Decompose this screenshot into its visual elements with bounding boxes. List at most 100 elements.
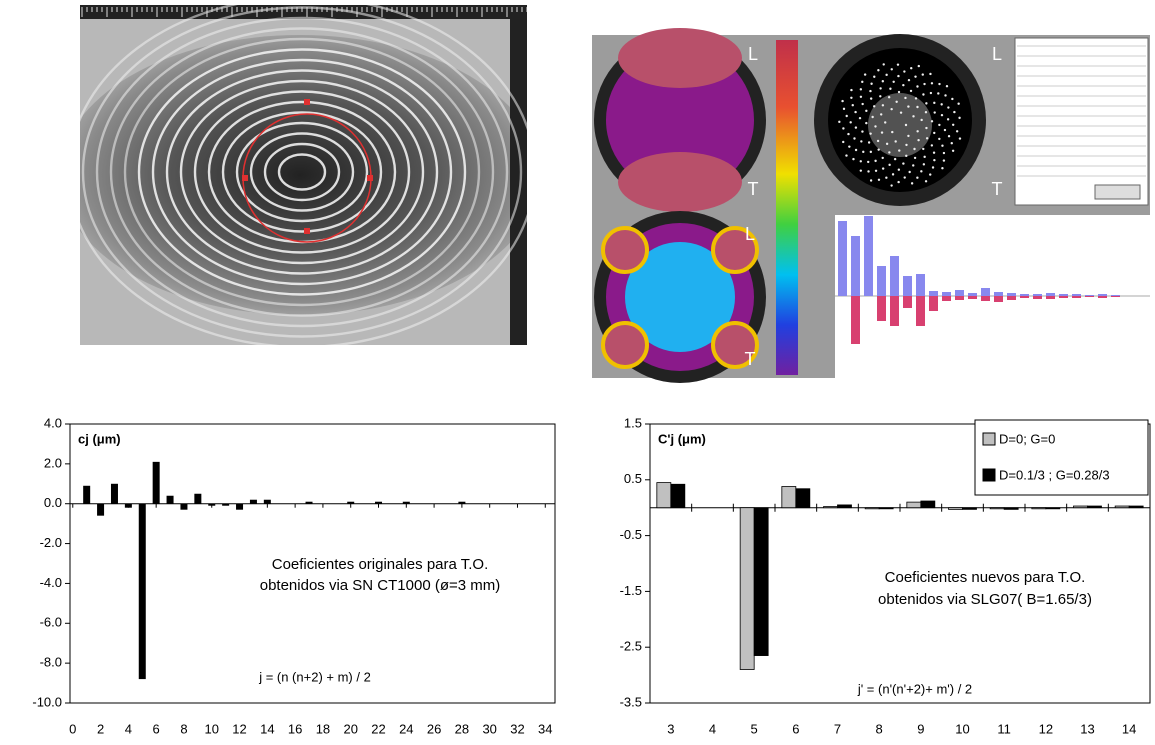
spot bbox=[838, 120, 841, 124]
map-lobe bbox=[618, 152, 742, 212]
spot bbox=[947, 135, 951, 138]
bar bbox=[222, 503, 230, 506]
bar bbox=[1128, 505, 1144, 509]
pupil-handle bbox=[304, 228, 310, 234]
coef-bar bbox=[877, 266, 886, 296]
coef-bar bbox=[994, 292, 1003, 296]
spot bbox=[930, 144, 934, 147]
spot bbox=[881, 104, 885, 107]
x-tick-label: 13 bbox=[1080, 721, 1094, 736]
x-tick-label: 6 bbox=[153, 721, 160, 736]
x-tick-label: 12 bbox=[1039, 721, 1053, 736]
spot bbox=[925, 102, 928, 105]
bar bbox=[670, 483, 686, 509]
map-lobe bbox=[601, 226, 649, 274]
bar bbox=[180, 503, 188, 510]
bar bbox=[347, 501, 355, 504]
spot bbox=[950, 142, 953, 145]
spot bbox=[859, 88, 863, 91]
spot bbox=[916, 176, 919, 179]
spot bbox=[859, 95, 863, 98]
spot bbox=[891, 130, 894, 134]
x-tick-label: 9 bbox=[917, 721, 924, 736]
bar bbox=[837, 504, 852, 509]
legend-box bbox=[974, 419, 1149, 496]
spot bbox=[922, 163, 926, 166]
placido-ring bbox=[137, 48, 467, 296]
spot bbox=[917, 64, 920, 68]
spot bbox=[943, 128, 947, 132]
spot bbox=[894, 140, 897, 143]
spot bbox=[848, 145, 851, 148]
spot bbox=[914, 97, 918, 100]
spot bbox=[905, 154, 908, 158]
x-tick-label: 10 bbox=[955, 721, 969, 736]
spot bbox=[902, 83, 905, 87]
spot bbox=[842, 140, 845, 144]
spot bbox=[930, 120, 934, 123]
spot bbox=[922, 147, 925, 151]
spot bbox=[889, 87, 892, 90]
x-tick-label: 32 bbox=[510, 721, 524, 736]
coef-bar bbox=[1111, 296, 1120, 297]
y-axis-label: C'j (μm) bbox=[658, 431, 706, 446]
plot-frame bbox=[69, 423, 556, 704]
spot bbox=[951, 149, 955, 153]
spot bbox=[847, 132, 850, 136]
spot bbox=[907, 134, 910, 138]
spot bbox=[865, 121, 868, 125]
coef-bar bbox=[1059, 294, 1068, 296]
bar bbox=[962, 507, 977, 510]
spot bbox=[842, 127, 845, 130]
bar bbox=[402, 501, 410, 504]
spot bbox=[884, 121, 887, 124]
placido-ring bbox=[179, 79, 425, 265]
placido-ring bbox=[193, 90, 411, 254]
placido-ring bbox=[249, 132, 355, 212]
bar bbox=[656, 482, 672, 509]
spot bbox=[910, 182, 914, 185]
coef-bar bbox=[1072, 296, 1081, 298]
spot bbox=[929, 173, 932, 176]
software-screenshot bbox=[592, 28, 1150, 383]
spot bbox=[885, 142, 889, 146]
coef-bar bbox=[1033, 294, 1042, 296]
spot bbox=[912, 164, 915, 167]
spot bbox=[914, 75, 917, 78]
x-tick-label: 4 bbox=[125, 721, 132, 736]
coef-bar bbox=[942, 296, 951, 301]
spot bbox=[841, 99, 844, 103]
spot bbox=[867, 170, 870, 173]
legend-label: D=0; G=0 bbox=[999, 431, 1055, 446]
x-tick-label: 30 bbox=[482, 721, 496, 736]
bar bbox=[97, 503, 105, 516]
y-tick-label: -6.0 bbox=[40, 615, 62, 630]
bar bbox=[823, 506, 838, 509]
x-tick-label: 8 bbox=[180, 721, 187, 736]
spot bbox=[940, 103, 943, 106]
spot bbox=[920, 118, 923, 122]
bar bbox=[83, 485, 91, 504]
spot bbox=[913, 147, 916, 151]
spot bbox=[842, 107, 846, 111]
eye-image bbox=[80, 5, 527, 345]
spot bbox=[945, 84, 949, 88]
spot bbox=[877, 69, 880, 72]
spot bbox=[916, 130, 919, 133]
spot bbox=[874, 169, 878, 172]
coef-bar bbox=[981, 296, 990, 301]
bar bbox=[1087, 505, 1102, 509]
color-scale bbox=[776, 40, 798, 375]
spot bbox=[850, 96, 853, 100]
spot bbox=[955, 130, 959, 133]
legend-swatch bbox=[982, 468, 996, 482]
x-tick-label: 2 bbox=[97, 721, 104, 736]
spot bbox=[904, 96, 907, 100]
spot bbox=[885, 73, 888, 77]
bar bbox=[166, 495, 174, 504]
bar bbox=[795, 488, 811, 509]
spot bbox=[953, 110, 956, 114]
spot bbox=[854, 110, 857, 114]
table-button[interactable] bbox=[1094, 184, 1141, 200]
